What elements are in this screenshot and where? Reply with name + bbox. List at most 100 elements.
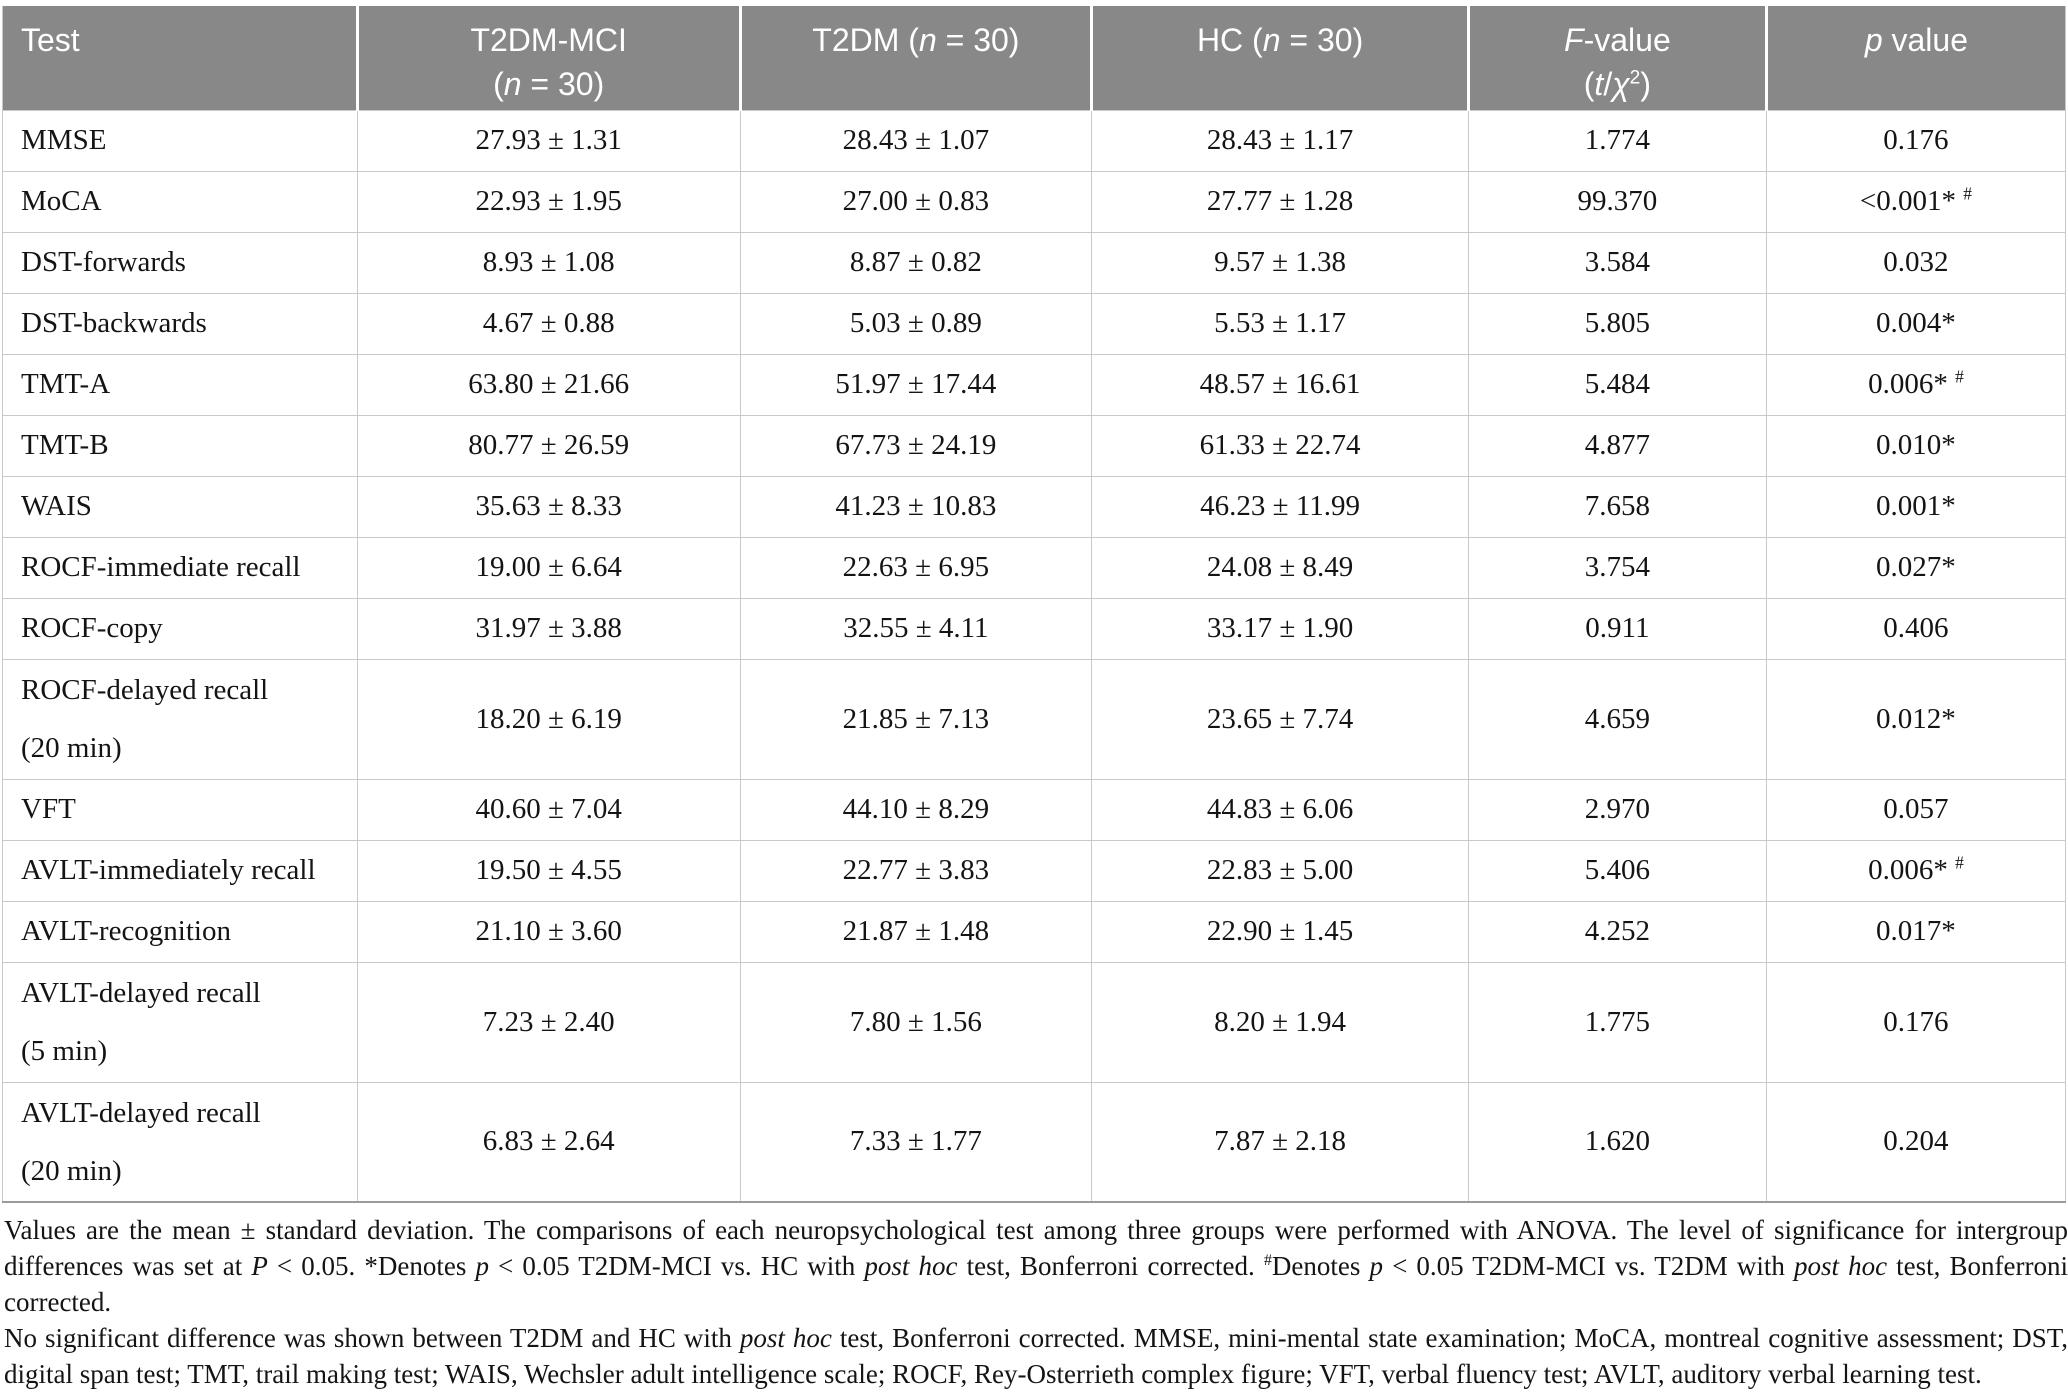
- value-cell: 0.006* #: [1765, 353, 2066, 415]
- header-cell-2: T2DM (n = 30): [738, 6, 1092, 110]
- footnote-line: No significant difference was shown betw…: [4, 1323, 2068, 1353]
- value-cell: 67.73 ± 24.19: [739, 414, 1092, 476]
- test-cell: TMT-A: [2, 353, 358, 415]
- table-footnote: Values are the mean ± standard deviation…: [2, 1203, 2068, 1392]
- table-row: AVLT-recognition 21.10 ± 3.60 21.87 ± 1.48…: [2, 900, 2066, 962]
- test-cell: DST-forwards: [2, 231, 358, 293]
- test-cell: VFT: [2, 778, 358, 840]
- test-cell: ROCF-immediate recall: [2, 536, 358, 598]
- value-cell: 0.032: [1765, 231, 2066, 293]
- value-cell: 4.659: [1467, 658, 1767, 779]
- value-cell: 4.252: [1467, 900, 1767, 962]
- value-cell: 44.83 ± 6.06: [1091, 778, 1469, 840]
- value-cell: 22.83 ± 5.00: [1091, 839, 1469, 901]
- value-cell: 61.33 ± 22.74: [1091, 414, 1469, 476]
- value-cell: 7.23 ± 2.40: [356, 961, 740, 1082]
- header-cell-4: F-value (t/χ2): [1466, 6, 1767, 110]
- value-cell: 0.001*: [1765, 475, 2066, 537]
- value-cell: 80.77 ± 26.59: [356, 414, 740, 476]
- value-cell: 40.60 ± 7.04: [356, 778, 740, 840]
- value-cell: 27.77 ± 1.28: [1091, 170, 1469, 232]
- value-cell: 22.90 ± 1.45: [1091, 900, 1469, 962]
- table-row: WAIS 35.63 ± 8.33 41.23 ± 10.83 46.23 ± 11.…: [2, 475, 2066, 537]
- header-cell-0: Test: [2, 6, 358, 110]
- value-cell: 21.87 ± 1.48: [739, 900, 1092, 962]
- footnote-line: differences was set at P < 0.05. *Denote…: [4, 1251, 2068, 1317]
- table-row: AVLT-delayed recall (5 min) 7.23 ± 2.40 7.8…: [2, 961, 2066, 1082]
- value-cell: 27.93 ± 1.31: [356, 109, 740, 171]
- table-row: DST-backwards 4.67 ± 0.88 5.03 ± 0.89 5.53 …: [2, 292, 2066, 354]
- value-cell: 3.584: [1467, 231, 1767, 293]
- test-cell: MMSE: [2, 109, 358, 171]
- value-cell: 28.43 ± 1.07: [739, 109, 1092, 171]
- value-cell: 8.87 ± 0.82: [739, 231, 1092, 293]
- value-cell: 0.204: [1765, 1081, 2066, 1202]
- header-cell-3: HC (n = 30): [1090, 6, 1469, 110]
- test-cell: TMT-B: [2, 414, 358, 476]
- value-cell: 0.010*: [1765, 414, 2066, 476]
- footnote-line: digital span test; TMT, trail making tes…: [4, 1359, 1982, 1389]
- value-cell: 22.93 ± 1.95: [356, 170, 740, 232]
- value-cell: <0.001* #: [1765, 170, 2066, 232]
- value-cell: 23.65 ± 7.74: [1091, 658, 1469, 779]
- value-cell: 41.23 ± 10.83: [739, 475, 1092, 537]
- table-row: ROCF-delayed recall (20 min) 18.20 ± 6.19 2…: [2, 658, 2066, 779]
- value-cell: 32.55 ± 4.11: [739, 597, 1092, 659]
- footnote-line: Values are the mean ± standard deviation…: [4, 1215, 2068, 1245]
- value-cell: 46.23 ± 11.99: [1091, 475, 1469, 537]
- value-cell: 19.50 ± 4.55: [356, 839, 740, 901]
- value-cell: 0.027*: [1765, 536, 2066, 598]
- test-cell: WAIS: [2, 475, 358, 537]
- value-cell: 0.004*: [1765, 292, 2066, 354]
- value-cell: 8.93 ± 1.08: [356, 231, 740, 293]
- test-cell: DST-backwards: [2, 292, 358, 354]
- test-cell: AVLT-delayed recall (5 min): [2, 961, 358, 1082]
- value-cell: 1.620: [1467, 1081, 1767, 1202]
- value-cell: 8.20 ± 1.94: [1091, 961, 1469, 1082]
- table-body: MMSE 27.93 ± 1.31 28.43 ± 1.07 28.43 ± 1.17…: [2, 109, 2066, 1202]
- value-cell: 1.775: [1467, 961, 1767, 1082]
- value-cell: 0.012*: [1765, 658, 2066, 779]
- value-cell: 18.20 ± 6.19: [356, 658, 740, 779]
- value-cell: 7.658: [1467, 475, 1767, 537]
- value-cell: 7.33 ± 1.77: [739, 1081, 1092, 1202]
- value-cell: 99.370: [1467, 170, 1767, 232]
- value-cell: 33.17 ± 1.90: [1091, 597, 1469, 659]
- value-cell: 21.85 ± 7.13: [739, 658, 1092, 779]
- value-cell: 7.80 ± 1.56: [739, 961, 1092, 1082]
- value-cell: 4.877: [1467, 414, 1767, 476]
- value-cell: 5.484: [1467, 353, 1767, 415]
- value-cell: 22.63 ± 6.95: [739, 536, 1092, 598]
- test-cell: AVLT-delayed recall (20 min): [2, 1081, 358, 1202]
- value-cell: 5.03 ± 0.89: [739, 292, 1092, 354]
- header-cell-5: p value: [1764, 6, 2066, 110]
- value-cell: 21.10 ± 3.60: [356, 900, 740, 962]
- value-cell: 0.911: [1467, 597, 1767, 659]
- value-cell: 5.53 ± 1.17: [1091, 292, 1469, 354]
- value-cell: 0.006* #: [1765, 839, 2066, 901]
- value-cell: 9.57 ± 1.38: [1091, 231, 1469, 293]
- value-cell: 4.67 ± 0.88: [356, 292, 740, 354]
- table-header-row: Test T2DM-MCI (n = 30) T2DM (n = 30) HC (n =…: [2, 6, 2066, 110]
- table-row: AVLT-delayed recall (20 min) 6.83 ± 2.64 7.…: [2, 1081, 2066, 1202]
- value-cell: 7.87 ± 2.18: [1091, 1081, 1469, 1202]
- test-cell: MoCA: [2, 170, 358, 232]
- test-cell: ROCF-copy: [2, 597, 358, 659]
- table-row: VFT 40.60 ± 7.04 44.10 ± 8.29 44.83 ± 6.06 2…: [2, 778, 2066, 840]
- table-header: Test T2DM-MCI (n = 30) T2DM (n = 30) HC (n =…: [2, 6, 2066, 110]
- value-cell: 2.970: [1467, 778, 1767, 840]
- value-cell: 0.176: [1765, 109, 2066, 171]
- table-row: AVLT-immediately recall 19.50 ± 4.55 22.77…: [2, 839, 2066, 901]
- neuropsych-results-table: Test T2DM-MCI (n = 30) T2DM (n = 30) HC (n =…: [2, 6, 2066, 1203]
- value-cell: 35.63 ± 8.33: [356, 475, 740, 537]
- table-row: ROCF-immediate recall 19.00 ± 6.64 22.63 ±…: [2, 536, 2066, 598]
- table-row: TMT-A 63.80 ± 21.66 51.97 ± 17.44 48.57 ± 1…: [2, 353, 2066, 415]
- table-row: TMT-B 80.77 ± 26.59 67.73 ± 24.19 61.33 ± 2…: [2, 414, 2066, 476]
- table-row: ROCF-copy 31.97 ± 3.88 32.55 ± 4.11 33.17 ±…: [2, 597, 2066, 659]
- header-cell-1: T2DM-MCI (n = 30): [355, 6, 740, 110]
- test-cell: AVLT-recognition: [2, 900, 358, 962]
- value-cell: 0.406: [1765, 597, 2066, 659]
- table-row: MoCA 22.93 ± 1.95 27.00 ± 0.83 27.77 ± 1.28…: [2, 170, 2066, 232]
- table-row: MMSE 27.93 ± 1.31 28.43 ± 1.07 28.43 ± 1.17…: [2, 109, 2066, 171]
- value-cell: 31.97 ± 3.88: [356, 597, 740, 659]
